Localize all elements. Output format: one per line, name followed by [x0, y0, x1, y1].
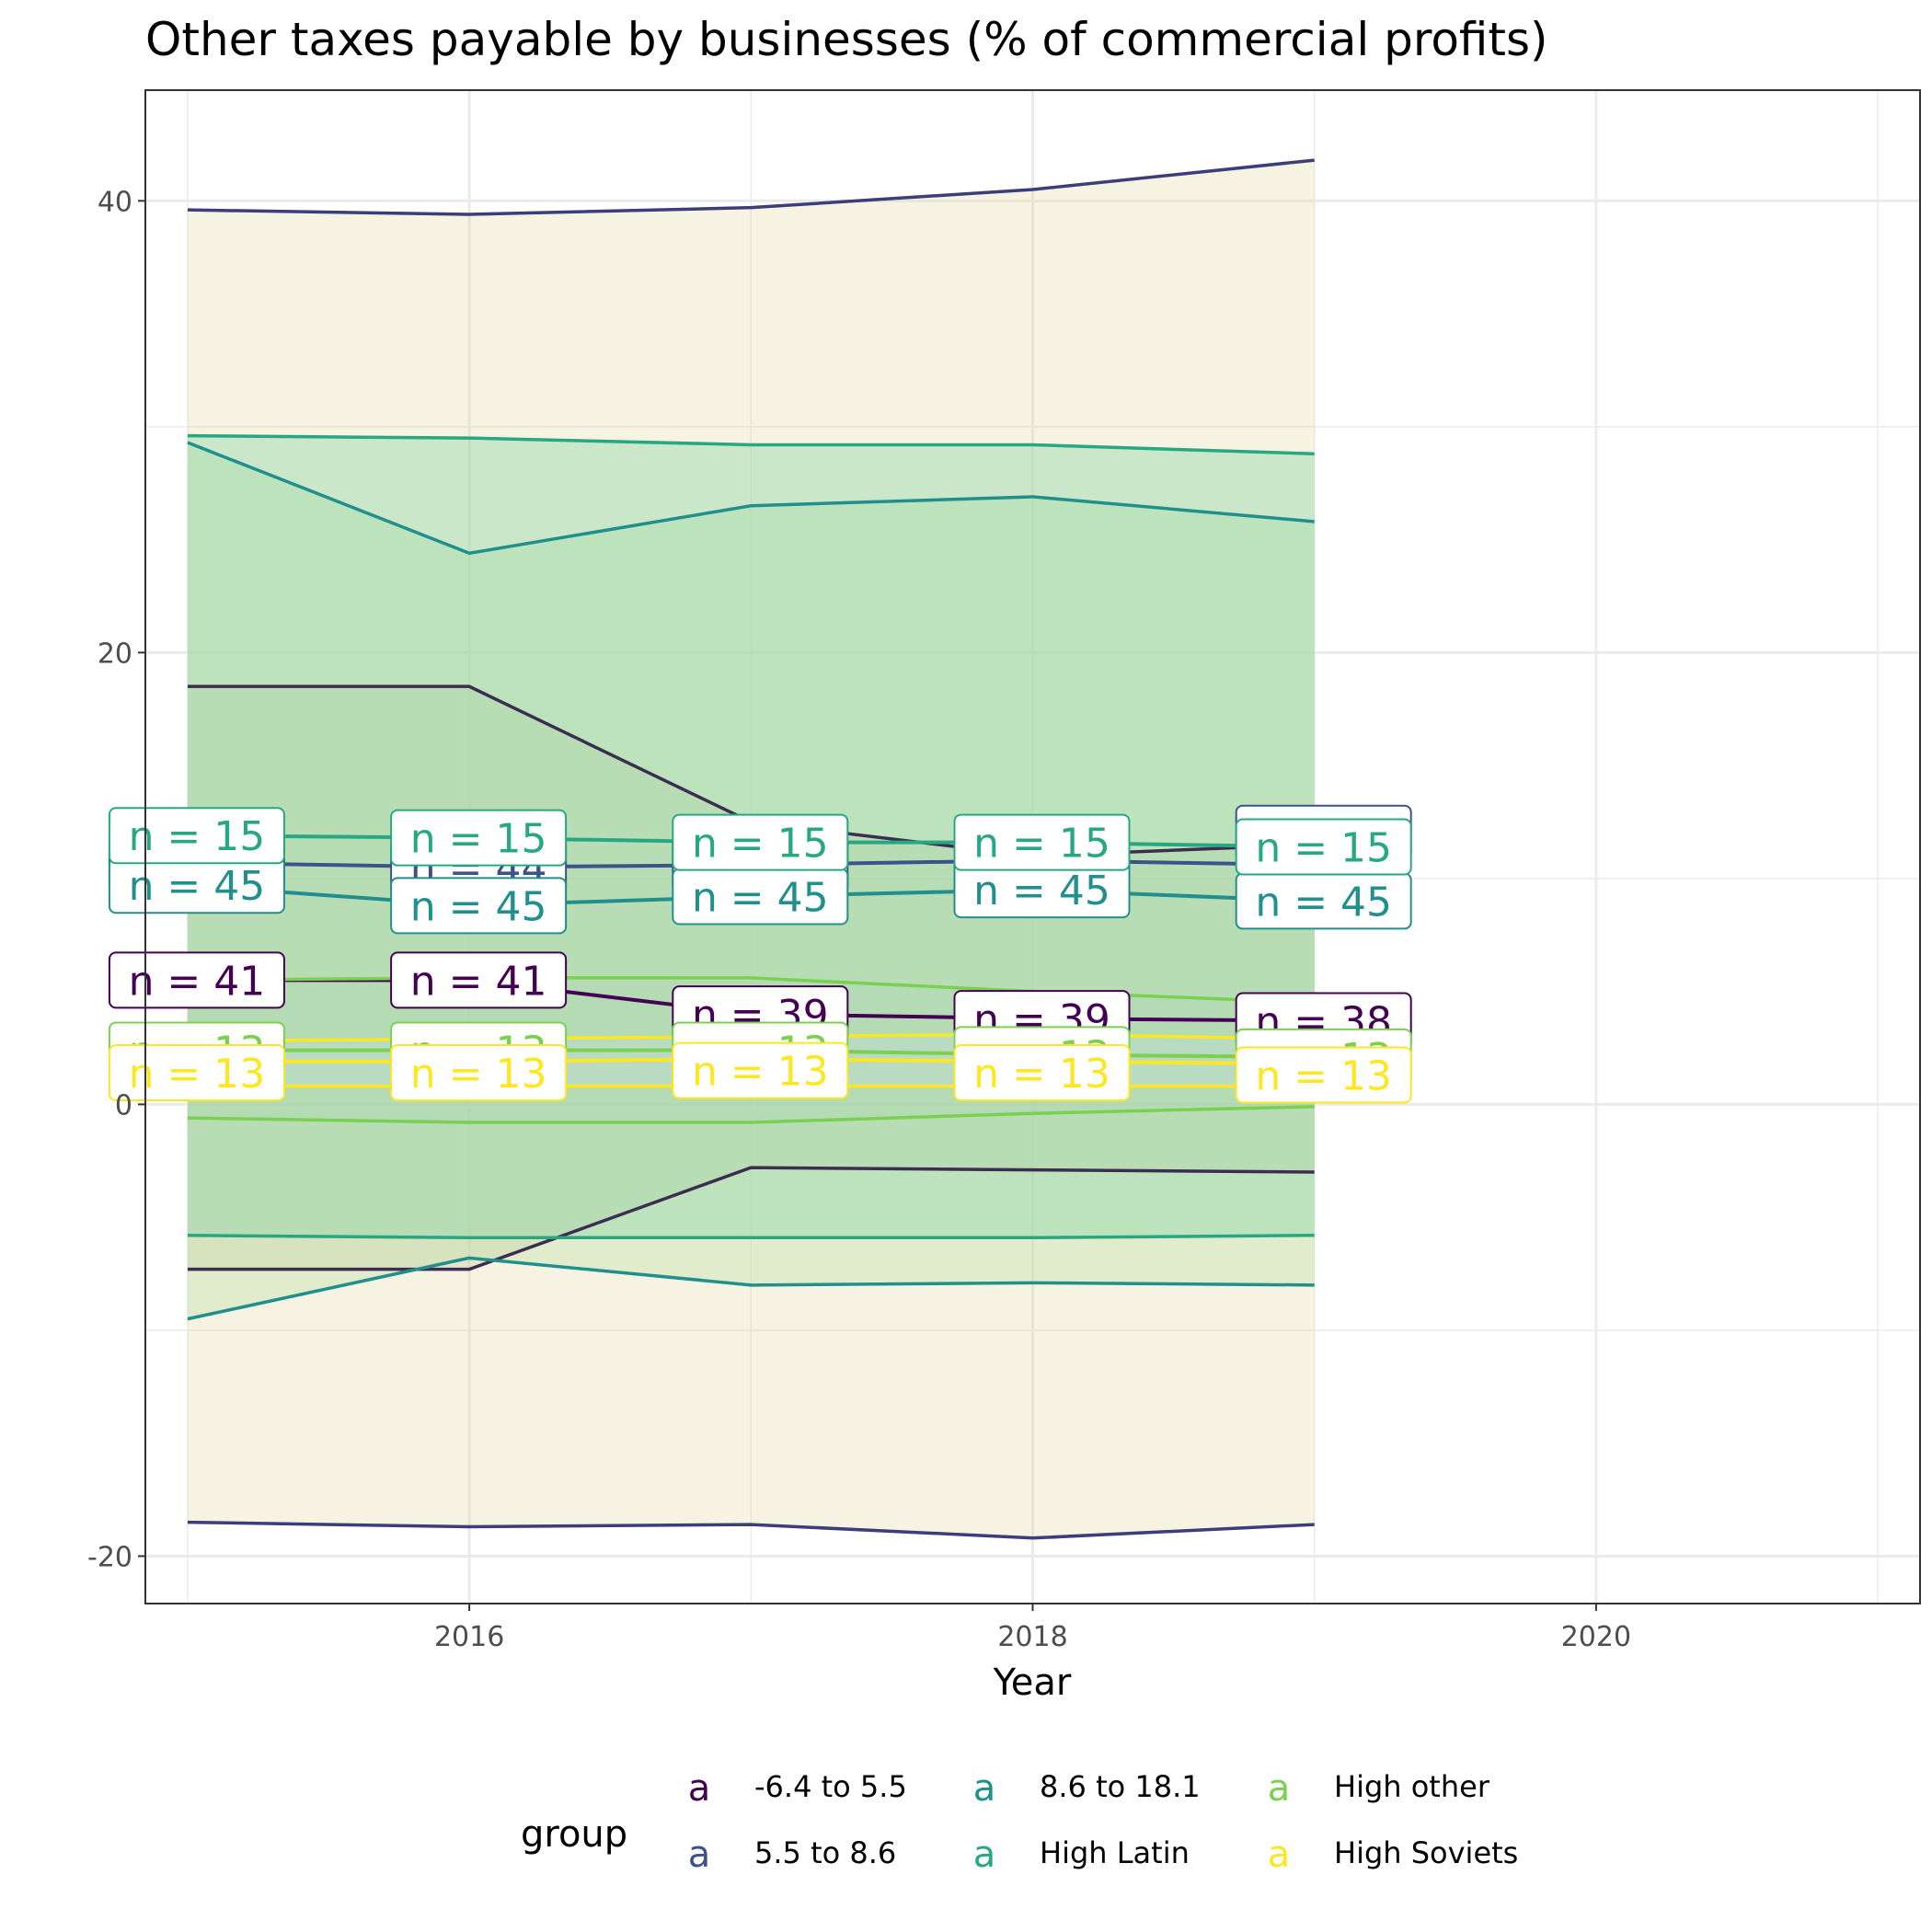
- n-label-text: n = 45: [1255, 879, 1392, 926]
- ribbon-upper-line-1: [187, 158, 1315, 216]
- y-tick-label: 0: [115, 1089, 132, 1121]
- n-label-box: [390, 877, 568, 935]
- n-label-box: [108, 1044, 285, 1102]
- legend-item: a High Latin: [973, 1834, 1190, 1876]
- legend-key: a: [688, 1834, 711, 1876]
- legend-title: group: [521, 1813, 627, 1856]
- n-label: n = 41: [390, 951, 568, 1009]
- n-label: n = 45: [672, 868, 849, 926]
- n-label-box: [108, 807, 285, 865]
- legend-key: a: [688, 1767, 711, 1810]
- ribbon-upper-line-3: [187, 433, 1315, 456]
- n-label: n = 13: [1235, 1046, 1412, 1104]
- n-label-text: n = 45: [692, 875, 829, 922]
- y-tick-label: -20: [87, 1541, 132, 1573]
- n-label-box: [390, 809, 568, 867]
- legend-label: 5.5 to 8.6: [754, 1835, 896, 1870]
- n-label-box: [672, 813, 849, 871]
- n-label-text: n = 15: [973, 821, 1110, 868]
- n-label: n = 45: [108, 857, 285, 914]
- ribbon-lower-line-2: [187, 1256, 1315, 1321]
- ribbon-upper-line-2: [187, 441, 1315, 556]
- legend-item: a 5.5 to 8.6: [688, 1834, 897, 1876]
- n-label: n = 13: [953, 1044, 1131, 1102]
- n-label: n = 45: [1235, 872, 1412, 930]
- n-label-box: [390, 1044, 568, 1102]
- n-label-text: n = 15: [1255, 825, 1392, 872]
- legend-item: a High Soviets: [1268, 1834, 1519, 1876]
- x-tick-label: 2018: [997, 1621, 1067, 1653]
- n-label: n = 45: [390, 877, 568, 935]
- n-label-text: n = 13: [410, 1051, 547, 1098]
- n-label-text: n = 45: [973, 868, 1110, 914]
- legend-key: a: [1268, 1834, 1291, 1876]
- n-label: n = 15: [1235, 818, 1412, 876]
- ribbon-lower-line-4: [187, 1105, 1315, 1124]
- legend-label: 8.6 to 18.1: [1040, 1769, 1201, 1804]
- legend-item: a -6.4 to 5.5: [688, 1767, 907, 1810]
- legend: group a -6.4 to 5.5 a 5.5 to 8.6 a 8.6 to 18.1…: [521, 1767, 1518, 1876]
- legend-key: a: [1268, 1767, 1291, 1810]
- n-label-text: n = 45: [410, 883, 547, 930]
- n-label-text: n = 41: [410, 958, 547, 1005]
- ribbon-lower-line-3: [187, 1234, 1315, 1240]
- n-label-box: [1235, 1046, 1412, 1104]
- n-label: n = 13: [390, 1044, 568, 1102]
- n-label-text: n = 13: [973, 1051, 1110, 1098]
- n-label: n = 13: [108, 1044, 285, 1102]
- n-label-text: n = 15: [410, 816, 547, 863]
- ribbon-lower-line-0: [187, 1166, 1315, 1271]
- chart-title: Other taxes payable by businesses (% of …: [145, 13, 1548, 66]
- x-tick-label: 2020: [1561, 1621, 1631, 1653]
- axes: -20 0 20 40 2016 2018 2020: [87, 186, 1631, 1653]
- n-labels: n = 41n = 41n = 39n = 39n = 38n = 45n = …: [108, 804, 1412, 1104]
- n-label-box: [1235, 818, 1412, 876]
- n-label: n = 45: [953, 861, 1131, 919]
- n-label-box: [953, 1044, 1131, 1102]
- n-label-text: n = 13: [692, 1049, 829, 1096]
- n-label-box: [953, 813, 1131, 871]
- y-tick-label: 20: [98, 638, 132, 670]
- legend-item: a High other: [1268, 1767, 1490, 1810]
- n-label-text: n = 13: [129, 1051, 266, 1098]
- x-tick-label: 2016: [434, 1621, 504, 1653]
- legend-key: a: [973, 1767, 996, 1810]
- legend-item: a 8.6 to 18.1: [973, 1767, 1201, 1810]
- y-tick-label: 40: [98, 186, 132, 218]
- n-label: n = 13: [672, 1041, 849, 1099]
- ribbon-lower-line-1: [187, 1520, 1315, 1540]
- n-label-box: [672, 1041, 849, 1099]
- n-label: n = 15: [672, 813, 849, 871]
- n-label-text: n = 13: [1255, 1052, 1392, 1099]
- n-label: n = 15: [953, 813, 1131, 871]
- x-axis-title: Year: [993, 1662, 1072, 1704]
- n-label-text: n = 45: [129, 863, 266, 910]
- legend-label: High Soviets: [1334, 1835, 1518, 1870]
- n-label-text: n = 15: [129, 813, 266, 860]
- legend-label: High other: [1334, 1769, 1490, 1804]
- n-label-text: n = 15: [692, 821, 829, 868]
- n-label: n = 15: [108, 807, 285, 865]
- legend-label: High Latin: [1040, 1835, 1190, 1870]
- legend-label: -6.4 to 5.5: [754, 1769, 907, 1804]
- legend-key: a: [973, 1834, 996, 1876]
- n-label-box: [390, 951, 568, 1009]
- n-label: n = 15: [390, 809, 568, 867]
- n-label-box: [108, 951, 285, 1009]
- n-label: n = 41: [108, 951, 285, 1009]
- n-label-text: n = 41: [129, 958, 266, 1005]
